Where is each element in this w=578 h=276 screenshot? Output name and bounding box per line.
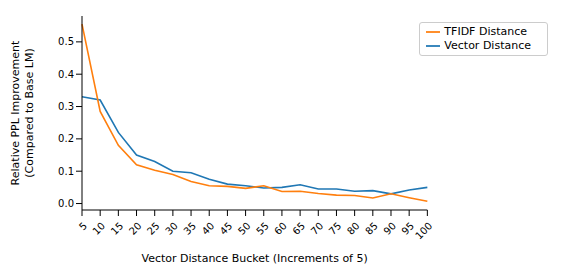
- svg-text:30: 30: [163, 220, 180, 237]
- svg-text:20: 20: [127, 220, 144, 237]
- svg-text:95: 95: [399, 220, 417, 237]
- svg-text:100: 100: [413, 220, 434, 241]
- svg-text:65: 65: [290, 220, 307, 237]
- svg-text:0.2: 0.2: [58, 133, 74, 144]
- svg-text:55: 55: [254, 220, 271, 237]
- html-text:TFIDF Distance: TFIDF Distance: [444, 25, 527, 38]
- svg-text:15: 15: [109, 220, 126, 237]
- svg-text:25: 25: [145, 220, 162, 237]
- svg-text:5: 5: [77, 220, 89, 232]
- svg-text:0.1: 0.1: [58, 166, 74, 177]
- svg-text:35: 35: [181, 220, 198, 237]
- svg-text:60: 60: [272, 220, 289, 237]
- svg-text:45: 45: [218, 220, 235, 237]
- svg-text:50: 50: [236, 220, 253, 237]
- svg-text:0.3: 0.3: [58, 101, 74, 112]
- svg-text:90: 90: [381, 220, 398, 237]
- svg-text:10: 10: [90, 220, 107, 237]
- svg-text:70: 70: [309, 220, 326, 237]
- svg-text:0.4: 0.4: [58, 69, 74, 80]
- svg-text:75: 75: [327, 220, 344, 237]
- svg-text:Relative PPL Improvement(Compa: Relative PPL Improvement(Compared to Bas…: [9, 40, 35, 185]
- html-text:Vector Distance: Vector Distance: [444, 39, 531, 52]
- svg-text:0.5: 0.5: [58, 36, 74, 47]
- svg-text:85: 85: [363, 220, 380, 237]
- svg-text:Vector Distance Bucket (Increm: Vector Distance Bucket (Increments of 5): [142, 252, 368, 265]
- svg-text:40: 40: [200, 220, 217, 237]
- svg-text:80: 80: [345, 220, 362, 237]
- svg-text:0.0: 0.0: [58, 198, 74, 209]
